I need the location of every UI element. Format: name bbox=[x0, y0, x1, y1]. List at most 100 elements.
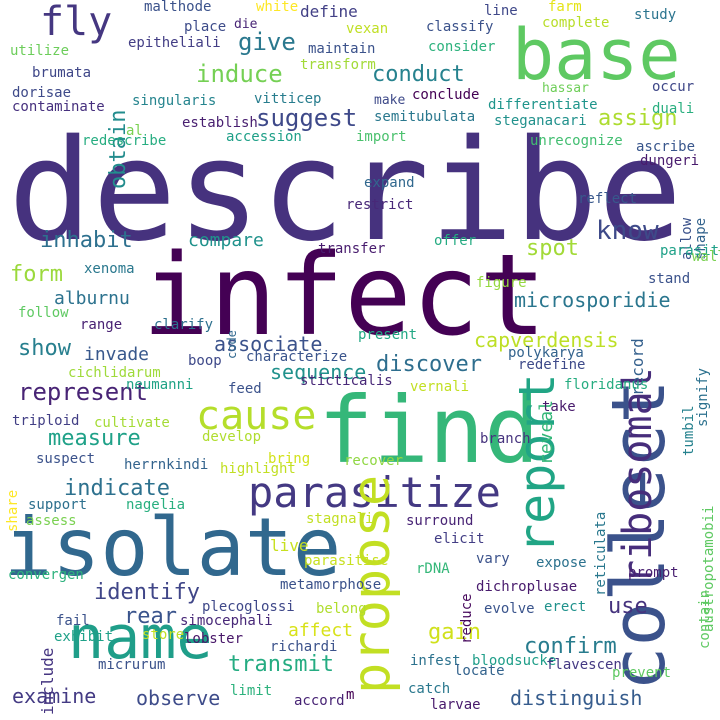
word-indicate: indicate bbox=[64, 476, 170, 501]
word-form: form bbox=[10, 262, 63, 287]
word-expand: expand bbox=[364, 175, 415, 191]
word-hassar: hassar bbox=[542, 81, 589, 96]
word-highlight: highlight bbox=[220, 461, 296, 477]
word-compare: compare bbox=[188, 230, 264, 251]
word-complete: complete bbox=[542, 15, 610, 31]
word-signify: signify bbox=[695, 367, 711, 427]
word-suspect: suspect bbox=[36, 451, 96, 467]
word-larvae: larvae bbox=[430, 697, 481, 713]
word-farm: farm bbox=[548, 0, 582, 15]
word-bloodsucke: bloodsucke bbox=[472, 653, 557, 669]
word-distinguish: distinguish bbox=[510, 686, 643, 710]
word-accession: accession bbox=[226, 129, 302, 145]
word-flavescen: flavescen bbox=[546, 657, 622, 673]
word-know: know bbox=[596, 216, 659, 246]
word-identify: identify bbox=[94, 580, 200, 605]
word-micrurum: micrurum bbox=[98, 657, 166, 673]
word-metamorphose: metamorphose bbox=[280, 577, 382, 593]
word-floridanus: floridanus bbox=[564, 377, 649, 393]
word-surround: surround bbox=[406, 513, 474, 529]
word-infest: infest bbox=[410, 653, 461, 669]
word-semitubulata: semitubulata bbox=[374, 109, 476, 125]
word-affect: affect bbox=[288, 620, 354, 641]
word-range: range bbox=[80, 317, 123, 333]
word-utilize: utilize bbox=[10, 43, 70, 59]
word-die: die bbox=[234, 17, 258, 32]
word-parasitise: parasitise bbox=[304, 553, 389, 569]
word-induce: induce bbox=[196, 60, 283, 88]
word-locate: locate bbox=[454, 663, 505, 679]
word-offer: offer bbox=[434, 233, 477, 249]
word-store: store bbox=[142, 627, 185, 643]
word-give: give bbox=[238, 28, 296, 56]
word-vitticep: vitticep bbox=[254, 91, 322, 107]
word-tumbil: tumbil bbox=[681, 405, 697, 457]
word-neumanni: neumanni bbox=[126, 377, 194, 393]
word-isolate: isolate bbox=[4, 501, 342, 594]
word-describe: describe bbox=[8, 110, 683, 273]
word-polykarya: polykarya bbox=[508, 345, 584, 361]
word-consider: consider bbox=[428, 39, 496, 55]
word-figure: figure bbox=[476, 275, 527, 291]
word-erect: erect bbox=[544, 599, 587, 615]
word-steganacari: steganacari bbox=[494, 113, 587, 129]
word-define: define bbox=[300, 2, 358, 21]
word-include: include bbox=[38, 647, 57, 716]
word-triploid: triploid bbox=[12, 413, 80, 429]
word-limit: limit bbox=[230, 683, 273, 699]
word-sequence: sequence bbox=[270, 360, 367, 384]
word-confirm: confirm bbox=[524, 634, 617, 659]
word-herrnkindi: herrnkindi bbox=[124, 457, 209, 473]
word-fail: fail bbox=[56, 613, 90, 629]
word-reticulata: reticulata bbox=[593, 511, 609, 596]
word-al: al bbox=[126, 123, 143, 139]
word-unrecognize: unrecognize bbox=[530, 133, 623, 149]
word-transfer: transfer bbox=[318, 241, 386, 257]
word-exhibit: exhibit bbox=[54, 629, 114, 645]
word-line: line bbox=[484, 3, 518, 19]
word-import: import bbox=[356, 129, 407, 145]
word-stagnali: stagnali bbox=[306, 511, 374, 527]
word-dichroplusae: dichroplusae bbox=[476, 579, 578, 595]
word-feed: feed bbox=[228, 381, 262, 397]
word-associate: associate bbox=[214, 332, 323, 356]
word-alburnu: alburnu bbox=[54, 288, 130, 309]
word-live: live bbox=[270, 536, 309, 555]
word-reflect: reflect bbox=[578, 191, 638, 207]
word-characterize: characterize bbox=[246, 349, 348, 365]
word-maintain: maintain bbox=[308, 41, 376, 57]
word-show: show bbox=[18, 336, 71, 361]
word-dungeri: dungeri bbox=[640, 153, 700, 169]
word-capverdensis: capverdensis bbox=[474, 328, 619, 352]
word-classify: classify bbox=[426, 19, 494, 35]
word-develop: develop bbox=[202, 429, 262, 445]
word-epitheliali: epitheliali bbox=[128, 35, 221, 51]
word-reduce: reduce bbox=[459, 593, 475, 645]
word-parasitize: parasitize bbox=[248, 468, 501, 517]
word-examine: examine bbox=[12, 684, 97, 708]
word-assess: assess bbox=[26, 513, 77, 529]
word-base: base bbox=[512, 14, 681, 96]
word-stand: stand bbox=[648, 271, 691, 287]
word-inhabit: inhabit bbox=[40, 228, 133, 253]
word-code: code bbox=[225, 329, 239, 359]
word-discover: discover bbox=[376, 352, 482, 377]
word-present: present bbox=[358, 327, 418, 343]
word-transmit: transmit bbox=[228, 652, 334, 677]
word-duali: duali bbox=[652, 101, 695, 117]
word-fly: fly bbox=[40, 0, 113, 45]
word-conduct: conduct bbox=[372, 62, 465, 87]
word-singularis: singularis bbox=[132, 93, 217, 109]
word-white: white bbox=[256, 0, 299, 15]
word-prompt: prompt bbox=[628, 565, 679, 581]
word-follow: follow bbox=[18, 305, 69, 321]
word-belong: belong bbox=[316, 601, 367, 617]
word-accord: accord bbox=[294, 693, 345, 709]
word-represent: represent bbox=[18, 378, 149, 406]
word-brumata: brumata bbox=[32, 65, 92, 81]
word-measure: measure bbox=[48, 426, 141, 451]
word-cichlidarum: cichlidarum bbox=[68, 365, 161, 381]
word-assign: assign bbox=[598, 106, 678, 131]
word-branch: branch bbox=[480, 431, 531, 447]
word-cause: cause bbox=[196, 393, 317, 439]
